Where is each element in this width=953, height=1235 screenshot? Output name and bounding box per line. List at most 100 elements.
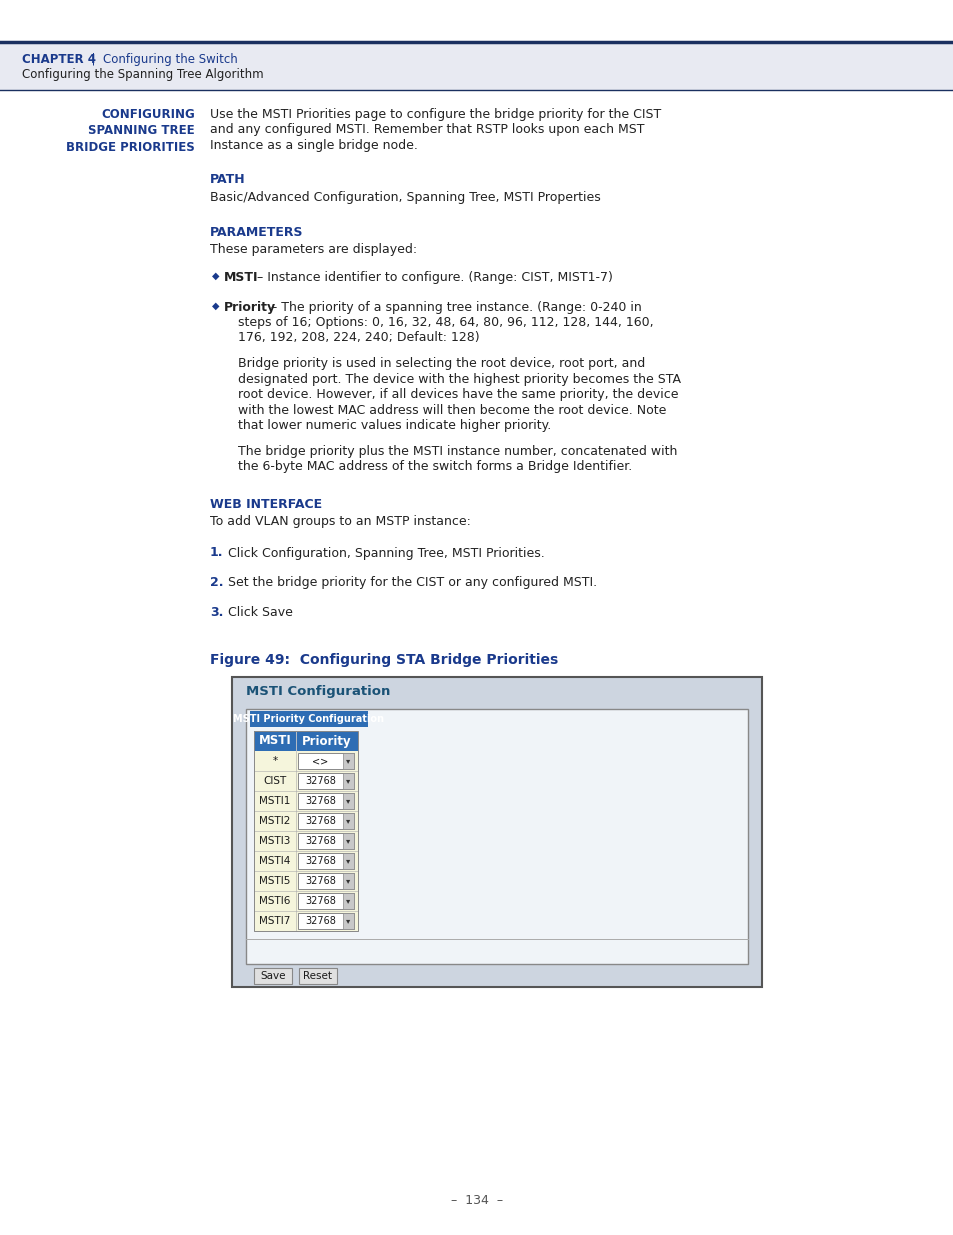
Text: ▾: ▾: [346, 857, 351, 866]
Text: 32768: 32768: [305, 797, 335, 806]
Text: <>: <>: [312, 756, 328, 766]
Text: 32768: 32768: [305, 856, 335, 866]
Bar: [343, 893, 354, 909]
Text: 32768: 32768: [305, 897, 335, 906]
Text: Basic/Advanced Configuration, Spanning Tree, MSTI Properties: Basic/Advanced Configuration, Spanning T…: [210, 190, 600, 204]
Text: 3.: 3.: [210, 605, 223, 619]
Text: 32768: 32768: [305, 776, 335, 785]
Text: ◆: ◆: [212, 300, 219, 310]
Text: CONFIGURING: CONFIGURING: [101, 107, 194, 121]
Text: Instance as a single bridge node.: Instance as a single bridge node.: [210, 140, 417, 152]
Bar: [253, 831, 357, 851]
Bar: [253, 751, 357, 771]
Text: The bridge priority plus the MSTI instance number, concatenated with: The bridge priority plus the MSTI instan…: [237, 445, 677, 457]
Text: WEB INTERFACE: WEB INTERFACE: [210, 498, 322, 510]
Text: ▾: ▾: [346, 757, 351, 766]
Text: Configuring the Spanning Tree Algorithm: Configuring the Spanning Tree Algorithm: [22, 68, 263, 82]
Text: MSTI5: MSTI5: [259, 876, 291, 885]
Bar: [297, 813, 354, 829]
Bar: [297, 832, 354, 848]
Text: Click Configuration, Spanning Tree, MSTI Priorities.: Click Configuration, Spanning Tree, MSTI…: [228, 547, 544, 559]
Text: MSTI: MSTI: [258, 735, 291, 747]
Bar: [253, 871, 357, 890]
Text: Use the MSTI Priorities page to configure the bridge priority for the CIST: Use the MSTI Priorities page to configur…: [210, 107, 660, 121]
Text: MSTI Priority Configuration: MSTI Priority Configuration: [233, 714, 384, 724]
Bar: [232, 677, 761, 987]
Bar: [0, 42, 953, 90]
Bar: [298, 968, 336, 984]
Text: 32768: 32768: [305, 876, 335, 885]
Text: root device. However, if all devices have the same priority, the device: root device. However, if all devices hav…: [237, 388, 678, 401]
Text: ▾: ▾: [346, 816, 351, 825]
Text: Set the bridge priority for the CIST or any configured MSTI.: Set the bridge priority for the CIST or …: [228, 576, 597, 589]
Text: MSTI3: MSTI3: [259, 836, 291, 846]
Bar: [253, 771, 357, 790]
Text: and any configured MSTI. Remember that RSTP looks upon each MST: and any configured MSTI. Remember that R…: [210, 124, 644, 137]
Bar: [297, 773, 354, 789]
Text: 176, 192, 208, 224, 240; Default: 128): 176, 192, 208, 224, 240; Default: 128): [237, 331, 479, 345]
Text: ▾: ▾: [346, 916, 351, 925]
Text: – Instance identifier to configure. (Range: CIST, MIST1-7): – Instance identifier to configure. (Ran…: [253, 270, 612, 284]
Bar: [297, 853, 354, 869]
Text: Priority: Priority: [224, 300, 275, 314]
Text: MSTI4: MSTI4: [259, 856, 291, 866]
Text: CIST: CIST: [263, 776, 286, 785]
Bar: [297, 873, 354, 889]
Text: with the lowest MAC address will then become the root device. Note: with the lowest MAC address will then be…: [237, 404, 666, 416]
Bar: [343, 913, 354, 929]
Text: steps of 16; Options: 0, 16, 32, 48, 64, 80, 96, 112, 128, 144, 160,: steps of 16; Options: 0, 16, 32, 48, 64,…: [237, 316, 653, 329]
Bar: [297, 893, 354, 909]
Text: the 6-byte MAC address of the switch forms a Bridge Identifier.: the 6-byte MAC address of the switch for…: [237, 459, 632, 473]
Text: ▾: ▾: [346, 877, 351, 885]
Bar: [343, 813, 354, 829]
Text: – The priority of a spanning tree instance. (Range: 0-240 in: – The priority of a spanning tree instan…: [267, 300, 641, 314]
Bar: [253, 968, 292, 984]
Text: PATH: PATH: [210, 173, 245, 186]
Text: ▾: ▾: [346, 836, 351, 846]
Bar: [253, 911, 357, 931]
Bar: [250, 711, 368, 727]
Text: Figure 49:  Configuring STA Bridge Priorities: Figure 49: Configuring STA Bridge Priori…: [210, 653, 558, 667]
Bar: [253, 811, 357, 831]
Bar: [343, 753, 354, 769]
Bar: [246, 709, 747, 965]
Text: Priority: Priority: [302, 735, 352, 747]
Bar: [253, 890, 357, 911]
Text: Save: Save: [260, 971, 286, 981]
Text: BRIDGE PRIORITIES: BRIDGE PRIORITIES: [66, 141, 194, 154]
Text: Bridge priority is used in selecting the root device, root port, and: Bridge priority is used in selecting the…: [237, 357, 644, 370]
Bar: [343, 793, 354, 809]
Text: Reset: Reset: [303, 971, 333, 981]
Text: CHAPTER 4: CHAPTER 4: [22, 53, 96, 65]
Bar: [343, 832, 354, 848]
Text: 32768: 32768: [305, 916, 335, 926]
Text: These parameters are displayed:: These parameters are displayed:: [210, 243, 416, 257]
Text: ▾: ▾: [346, 797, 351, 805]
Text: |  Configuring the Switch: | Configuring the Switch: [84, 53, 237, 65]
Text: –  134  –: – 134 –: [451, 1193, 502, 1207]
Text: 32768: 32768: [305, 836, 335, 846]
Text: *: *: [273, 756, 277, 766]
Text: MSTI Configuration: MSTI Configuration: [246, 685, 390, 698]
Text: MSTI1: MSTI1: [259, 797, 291, 806]
Bar: [253, 731, 357, 931]
Text: PARAMETERS: PARAMETERS: [210, 226, 303, 240]
Text: 1.: 1.: [210, 547, 223, 559]
Text: that lower numeric values indicate higher priority.: that lower numeric values indicate highe…: [237, 419, 551, 432]
Bar: [253, 790, 357, 811]
Text: ◆: ◆: [212, 270, 219, 282]
Text: MSTI6: MSTI6: [259, 897, 291, 906]
Text: 2.: 2.: [210, 576, 223, 589]
Bar: [343, 773, 354, 789]
Bar: [297, 793, 354, 809]
Text: To add VLAN groups to an MSTP instance:: To add VLAN groups to an MSTP instance:: [210, 515, 471, 529]
Text: 32768: 32768: [305, 816, 335, 826]
Text: Click Save: Click Save: [228, 605, 293, 619]
Bar: [297, 753, 354, 769]
Text: ▾: ▾: [346, 897, 351, 905]
Bar: [343, 853, 354, 869]
Text: MSTI2: MSTI2: [259, 816, 291, 826]
Text: MSTI7: MSTI7: [259, 916, 291, 926]
Bar: [297, 913, 354, 929]
Bar: [343, 873, 354, 889]
